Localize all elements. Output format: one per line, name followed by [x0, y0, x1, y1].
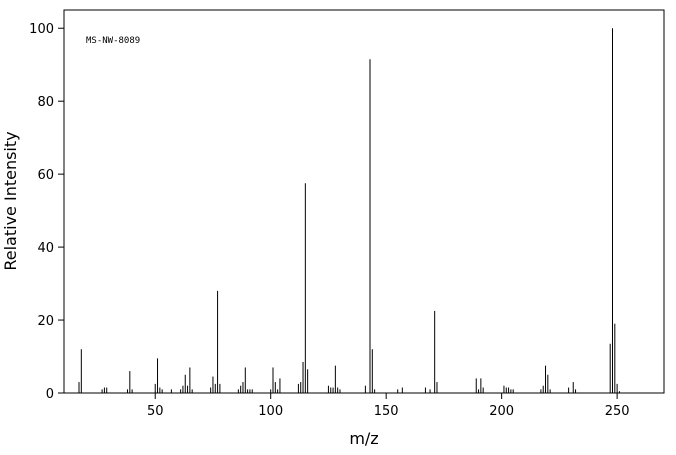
x-tick-label: 100: [258, 404, 283, 419]
y-axis-title: Relative Intensity: [1, 131, 20, 270]
x-axis-title: m/z: [349, 429, 378, 448]
y-tick-label: 0: [46, 387, 54, 402]
y-tick-label: 20: [37, 314, 54, 329]
x-tick-label: 200: [489, 404, 514, 419]
y-tick-label: 80: [37, 95, 54, 110]
x-tick-label: 50: [147, 404, 164, 419]
y-tick-label: 40: [37, 241, 54, 256]
plot-frame: [63, 9, 665, 394]
y-tick-label: 100: [29, 22, 54, 37]
x-tick-label: 150: [374, 404, 399, 419]
x-tick-label: 250: [605, 404, 630, 419]
annotation: MS-NW-8089: [86, 36, 140, 46]
y-tick-label: 60: [37, 168, 54, 183]
